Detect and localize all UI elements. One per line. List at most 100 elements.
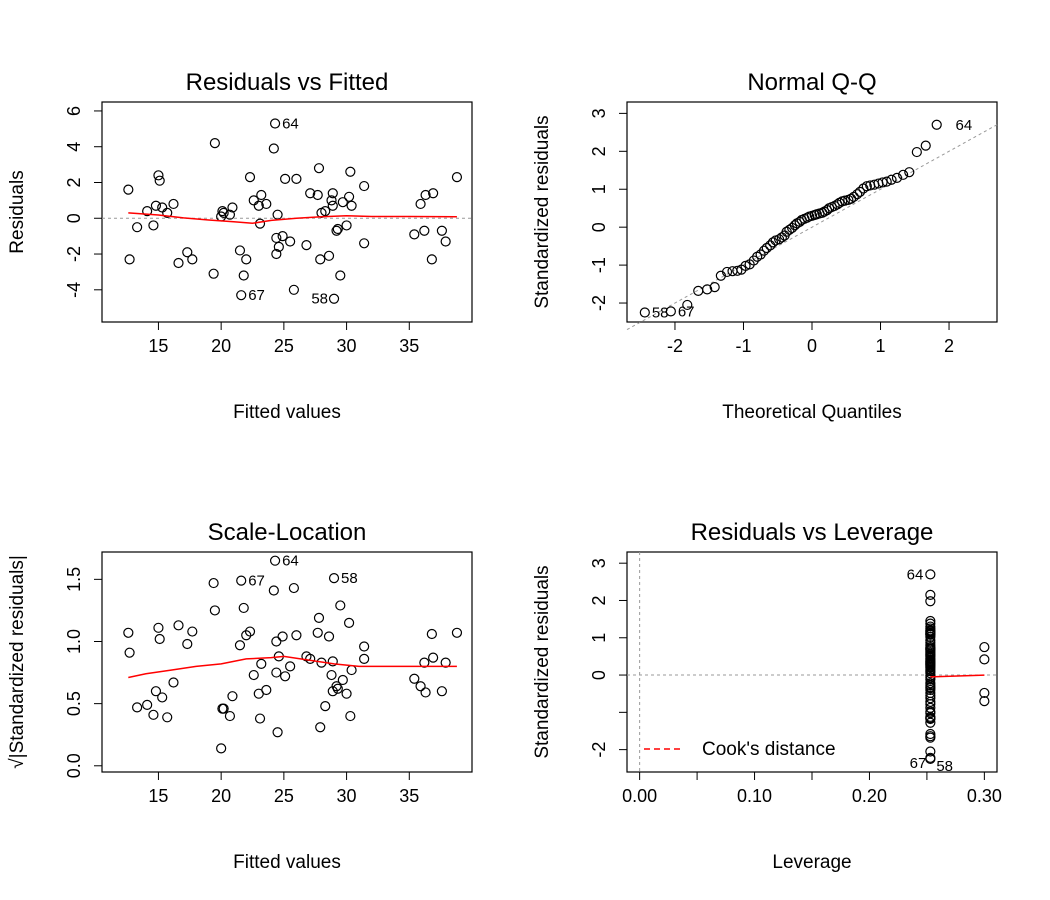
- sl-data-point: [436, 686, 447, 697]
- rvl-xtick-label: 0.30: [967, 786, 1002, 806]
- rvf-data-point: [328, 293, 340, 304]
- rvf-point-label: 58: [311, 291, 328, 308]
- sl-data-point: [208, 577, 219, 589]
- sl-data-point: [345, 710, 356, 722]
- rvf-data-point: [451, 172, 463, 183]
- rvf-xtick-label: 35: [399, 336, 419, 356]
- rvf-ytick-label: -4: [64, 282, 84, 298]
- sl-point-label: 67: [248, 573, 265, 590]
- rvf-data-point: [288, 284, 299, 295]
- rvf-data-point: [253, 200, 264, 211]
- rvf-data-point: [345, 166, 356, 177]
- sl-data-point: [224, 710, 236, 722]
- qq-data-point: [898, 169, 909, 180]
- rvf-data-point: [415, 198, 426, 210]
- qq-point-label: 67: [678, 303, 695, 320]
- qq-data-point: [877, 177, 888, 188]
- rvl-data-point: [925, 746, 936, 757]
- rvf-data-point: [227, 202, 238, 213]
- qq-xtick-label: -2: [667, 336, 683, 356]
- rvf-data-point: [359, 180, 370, 192]
- rvf-data-point: [326, 195, 337, 206]
- rvf-point-label: 64: [282, 115, 299, 132]
- rvf-ytick-label: 0: [64, 213, 84, 223]
- sl-data-point: [328, 573, 340, 584]
- sl-xtick-label: 15: [148, 786, 168, 806]
- rvf-data-point: [173, 257, 184, 269]
- rvl-point-label: 64: [907, 566, 924, 583]
- qq-point-label: 64: [955, 117, 972, 134]
- residuals-vs-fitted-xlabel: Fitted values: [233, 402, 341, 423]
- sl-data-point: [272, 727, 283, 738]
- sl-data-point: [261, 684, 272, 696]
- qq-ytick-label: 2: [589, 146, 609, 156]
- sl-data-point: [256, 658, 267, 669]
- rvf-xtick-label: 30: [337, 336, 357, 356]
- rvl-ytick-label: 1: [589, 633, 609, 643]
- scale-location-frame: [101, 551, 473, 773]
- qq-data-point: [817, 207, 828, 218]
- rvf-data-point: [224, 209, 236, 220]
- sl-point-label: 64: [282, 553, 299, 570]
- rvl-point-label: 58: [936, 758, 953, 775]
- sl-data-point: [142, 699, 153, 710]
- sl-ytick-label: 0.0: [64, 753, 84, 778]
- sl-data-point: [323, 631, 335, 642]
- sl-data-point: [288, 582, 299, 594]
- sl-data-point: [187, 626, 198, 637]
- sl-data-point: [254, 713, 266, 724]
- rvf-data-point: [154, 175, 165, 186]
- rvl-data-point: [925, 728, 936, 740]
- sl-data-point: [244, 626, 256, 637]
- qq-data-point: [920, 140, 931, 151]
- rvl-data-point: [925, 752, 936, 763]
- rvf-data-point: [162, 207, 173, 218]
- sl-data-point: [216, 743, 227, 754]
- sl-data-point: [238, 602, 249, 614]
- rvl-data-point: [925, 640, 936, 651]
- sl-data-point: [173, 620, 184, 631]
- residuals-vs-fitted-frame: [101, 101, 473, 323]
- sl-data-point: [150, 686, 162, 697]
- svg-text:√|Standardized residuals|: √|Standardized residuals|: [7, 555, 28, 769]
- rvl-data-point: [925, 615, 936, 627]
- qq-data-point: [682, 299, 693, 311]
- rvf-data-point: [157, 202, 168, 213]
- rvf-smooth-line: [128, 212, 457, 225]
- sl-data-point: [409, 673, 420, 684]
- rvf-data-point: [312, 189, 323, 201]
- rvf-data-point: [271, 232, 282, 244]
- rvf-data-point: [291, 173, 302, 185]
- rvf-data-point: [148, 220, 159, 231]
- sl-data-point: [157, 692, 168, 703]
- rvf-data-point: [261, 198, 272, 210]
- rvl-data-point: [979, 696, 990, 707]
- rvf-data-point: [323, 250, 335, 261]
- sl-data-point: [269, 555, 281, 566]
- sl-xtick-label: 20: [211, 786, 231, 806]
- rvf-data-point: [436, 225, 447, 236]
- rvf-xtick-label: 25: [274, 336, 294, 356]
- rvf-data-point: [168, 198, 179, 210]
- qq-ytick-label: -2: [589, 295, 609, 311]
- qq-xtick-label: 1: [876, 336, 886, 356]
- qq-data-point: [802, 212, 813, 223]
- qq-data-point: [758, 245, 770, 256]
- rvf-data-point: [209, 138, 220, 149]
- sl-data-point: [280, 671, 291, 682]
- rvf-data-point: [236, 290, 247, 301]
- sl-data-point: [123, 627, 134, 638]
- sl-data-point: [285, 661, 296, 672]
- rvf-data-point: [305, 188, 316, 199]
- rvf-data-point: [327, 188, 338, 199]
- rvf-ytick-label: 4: [64, 142, 84, 152]
- qq-data-point: [752, 251, 763, 262]
- sl-data-point: [332, 683, 343, 694]
- sl-data-point: [271, 636, 282, 647]
- sl-xtick-label: 35: [399, 786, 419, 806]
- rvf-data-point: [150, 200, 162, 211]
- rvl-ytick-label: 3: [589, 558, 609, 568]
- rvl-ytick-label: 0: [589, 670, 609, 680]
- scale-location-panel: Scale-Location Fitted values √|Standardi…: [7, 519, 473, 873]
